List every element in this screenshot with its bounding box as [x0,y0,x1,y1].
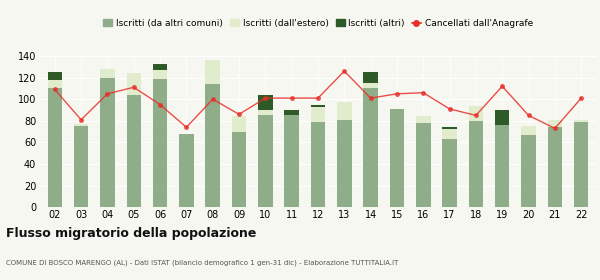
Bar [100,78,115,207]
Bar [311,122,325,207]
Bar [495,125,509,207]
Bar [74,124,88,126]
Bar [364,83,378,88]
Bar [469,106,483,121]
Bar [442,139,457,207]
Bar [127,95,141,207]
Bar [127,73,141,95]
Bar [311,107,325,122]
Bar [258,115,272,207]
Bar [416,123,431,207]
Bar [521,135,536,207]
Bar [574,120,589,122]
Bar [574,122,589,207]
Bar [232,132,246,207]
Bar [364,72,378,83]
Bar [258,110,272,115]
Bar [311,105,325,107]
Bar [364,88,378,207]
Bar [548,127,562,207]
Bar [153,64,167,70]
Bar [232,116,246,132]
Bar [521,126,536,135]
Bar [258,95,272,110]
Bar [153,70,167,79]
Bar [390,109,404,207]
Text: COMUNE DI BOSCO MARENGO (AL) - Dati ISTAT (bilancio demografico 1 gen-31 dic) - : COMUNE DI BOSCO MARENGO (AL) - Dati ISTA… [6,260,398,266]
Bar [205,60,220,84]
Bar [179,134,194,207]
Bar [548,120,562,127]
Bar [74,126,88,207]
Bar [416,116,431,123]
Bar [47,88,62,207]
Bar [100,69,115,78]
Bar [337,120,352,207]
Bar [205,84,220,207]
Bar [469,121,483,207]
Text: Flusso migratorio della popolazione: Flusso migratorio della popolazione [6,227,256,240]
Bar [495,110,509,125]
Bar [442,127,457,129]
Bar [153,79,167,207]
Bar [284,115,299,207]
Bar [284,110,299,115]
Bar [442,129,457,139]
Bar [47,80,62,88]
Bar [47,72,62,80]
Legend: Iscritti (da altri comuni), Iscritti (dall'estero), Iscritti (altri), Cancellati: Iscritti (da altri comuni), Iscritti (da… [100,15,536,31]
Bar [337,102,352,120]
